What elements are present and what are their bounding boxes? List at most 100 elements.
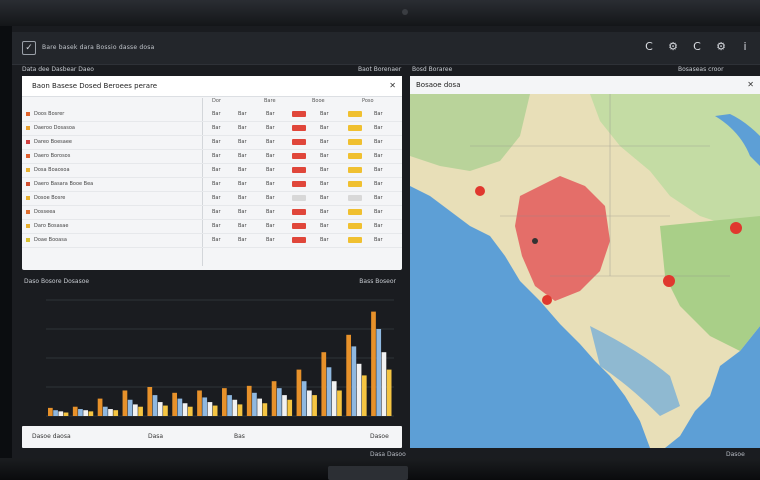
- map-marker[interactable]: [730, 222, 742, 234]
- chart-bar[interactable]: [53, 410, 58, 416]
- row-cell: Bar: [374, 167, 383, 173]
- chart-bar[interactable]: [83, 410, 88, 416]
- row-cell: Bar: [374, 139, 383, 145]
- chart-bar[interactable]: [108, 409, 113, 416]
- map-panel[interactable]: Bosaoe dosa ✕: [410, 76, 760, 448]
- map-marker[interactable]: [475, 186, 485, 196]
- chart-bar[interactable]: [212, 405, 218, 416]
- chart-bar[interactable]: [321, 352, 327, 416]
- settings-icon[interactable]: ⚙: [668, 40, 678, 53]
- chart-bar[interactable]: [252, 392, 257, 416]
- chart-bar[interactable]: [232, 399, 238, 416]
- map-marker[interactable]: [663, 275, 675, 287]
- chart-bar[interactable]: [48, 407, 53, 416]
- chart-bar[interactable]: [262, 403, 268, 416]
- chart-bar[interactable]: [102, 406, 108, 416]
- chart-bar[interactable]: [88, 411, 94, 416]
- status-pill: [348, 209, 362, 215]
- chart-bar[interactable]: [207, 402, 213, 416]
- chart-bar[interactable]: [257, 398, 262, 416]
- chart-bar[interactable]: [147, 387, 153, 416]
- chart-bar[interactable]: [157, 402, 163, 416]
- chart-bar[interactable]: [287, 399, 293, 416]
- highlighted-region[interactable]: [515, 176, 610, 301]
- app-menu-icon[interactable]: ✓: [22, 41, 36, 55]
- table-row[interactable]: Daro Bosasae Bar Bar Bar Bar Bar: [22, 220, 402, 234]
- chart-bar[interactable]: [227, 395, 232, 416]
- close-icon[interactable]: ✕: [389, 81, 396, 90]
- row-cell: Bar: [212, 223, 221, 229]
- chart-bar[interactable]: [177, 398, 183, 416]
- close-icon[interactable]: ✕: [747, 80, 754, 89]
- chart-bar[interactable]: [361, 375, 367, 416]
- column-header[interactable]: Poso: [362, 98, 374, 104]
- chart-bar[interactable]: [222, 388, 227, 416]
- chart-bar[interactable]: [301, 381, 307, 416]
- chart-bar[interactable]: [163, 405, 168, 416]
- chart-bar[interactable]: [296, 369, 302, 416]
- chart-bar[interactable]: [351, 346, 357, 416]
- row-cell: Bar: [374, 153, 383, 159]
- map-title: Bosaoe dosa: [416, 81, 461, 89]
- chart-bar[interactable]: [172, 392, 177, 416]
- chart-bar[interactable]: [138, 406, 143, 416]
- chart-bar[interactable]: [182, 403, 188, 416]
- table-row[interactable]: Doae Booasa Bar Bar Bar Bar Bar: [22, 234, 402, 248]
- monitor-bezel-top: [0, 0, 760, 26]
- table-row[interactable]: Dosoe Bosre Bar Bar Bar Bar Bar: [22, 192, 402, 206]
- chart-bar[interactable]: [271, 381, 277, 416]
- chart-bar[interactable]: [122, 390, 128, 416]
- chart-bar[interactable]: [331, 381, 337, 416]
- column-header[interactable]: Booe: [312, 98, 325, 104]
- chart-bar[interactable]: [237, 404, 243, 416]
- row-cell: Bar: [238, 181, 247, 187]
- chart-bar[interactable]: [97, 398, 103, 416]
- table-row[interactable]: Dareo Boesaee Bar Bar Bar Bar Bar: [22, 136, 402, 150]
- table-row[interactable]: Daeroo Dosasoa Bar Bar Bar Bar Bar: [22, 122, 402, 136]
- chart-bar[interactable]: [78, 409, 83, 416]
- status-pill: [348, 139, 362, 145]
- map-marker[interactable]: [542, 295, 552, 305]
- table-row[interactable]: Daero Borosos Bar Bar Bar Bar Bar: [22, 150, 402, 164]
- chart-bar[interactable]: [386, 369, 392, 416]
- gear-icon[interactable]: ⚙: [716, 40, 726, 53]
- chart-bar[interactable]: [312, 395, 317, 416]
- chart-bar[interactable]: [282, 395, 287, 416]
- chart-bar[interactable]: [133, 404, 138, 416]
- column-header[interactable]: Bare: [264, 98, 276, 104]
- row-cell: Bar: [212, 139, 221, 145]
- chart-bar[interactable]: [58, 411, 64, 416]
- chart-bar[interactable]: [356, 363, 362, 416]
- map-canvas[interactable]: [410, 76, 760, 448]
- map-marker[interactable]: [532, 238, 538, 244]
- chart-bar[interactable]: [376, 329, 382, 416]
- table-row[interactable]: Dosa Boaosoa Bar Bar Bar Bar Bar: [22, 164, 402, 178]
- row-color-swatch: [26, 168, 30, 172]
- chart-bar[interactable]: [202, 397, 208, 416]
- chart-bar[interactable]: [337, 390, 342, 416]
- chart-bar[interactable]: [63, 412, 69, 416]
- table-row[interactable]: Dosseea Bar Bar Bar Bar Bar: [22, 206, 402, 220]
- chart-bar[interactable]: [197, 390, 202, 416]
- table-row[interactable]: Daero Basara Booe Bea Bar Bar Bar Bar Bar: [22, 178, 402, 192]
- reload-icon[interactable]: C: [693, 40, 701, 53]
- refresh-icon[interactable]: C: [645, 40, 653, 53]
- chart-bar[interactable]: [152, 395, 158, 416]
- table-row[interactable]: Doos Bosrer Bar Bar Bar Bar Bar: [22, 108, 402, 122]
- chart-bar[interactable]: [246, 385, 252, 416]
- chart-bar[interactable]: [381, 352, 387, 416]
- chart-bar[interactable]: [371, 311, 376, 416]
- chart-bar[interactable]: [113, 410, 119, 416]
- chart-bar[interactable]: [72, 406, 78, 416]
- column-header[interactable]: Dor: [212, 98, 221, 104]
- info-icon[interactable]: i: [743, 40, 747, 53]
- chart-bar[interactable]: [346, 334, 351, 416]
- row-cell: Bar: [238, 125, 247, 131]
- chart-footer-label: Bas: [234, 433, 245, 440]
- chart-bar[interactable]: [326, 367, 332, 416]
- row-cell: Bar: [238, 139, 247, 145]
- chart-bar[interactable]: [127, 399, 133, 416]
- chart-bar[interactable]: [307, 390, 312, 416]
- chart-bar[interactable]: [187, 406, 193, 416]
- chart-bar[interactable]: [276, 388, 282, 416]
